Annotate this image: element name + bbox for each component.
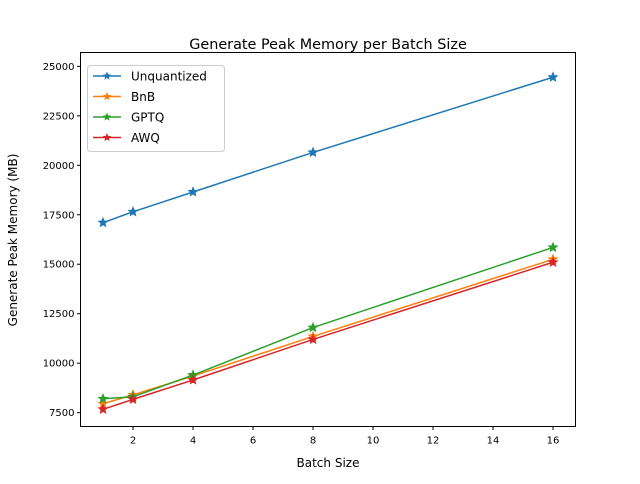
legend-label: GPTQ <box>131 111 164 125</box>
data-point <box>547 71 559 82</box>
data-point <box>547 256 559 267</box>
x-tick-label: 8 <box>310 436 316 447</box>
x-tick-label: 16 <box>547 436 560 447</box>
data-point <box>127 205 139 217</box>
legend-item: Unquantized <box>93 70 207 84</box>
series-awq <box>97 256 559 414</box>
data-point <box>307 333 319 345</box>
x-tick-label: 2 <box>130 436 136 447</box>
y-tick-label: 7500 <box>49 408 74 419</box>
plot-frame <box>80 52 576 427</box>
data-point <box>97 216 109 228</box>
legend-item: AWQ <box>93 131 160 145</box>
data-point <box>187 374 199 385</box>
y-tick-label: 15000 <box>43 260 75 271</box>
y-tick-label: 10000 <box>43 359 75 370</box>
series-gptq <box>97 241 559 404</box>
data-point <box>97 392 109 404</box>
data-point <box>547 241 559 253</box>
legend-marker <box>102 71 112 80</box>
x-axis-label: Batch Size <box>297 456 360 470</box>
data-point <box>307 321 319 333</box>
x-tick-label: 10 <box>367 436 380 447</box>
series-line <box>102 261 554 410</box>
legend-marker <box>102 92 112 101</box>
series-line <box>102 258 554 405</box>
data-point <box>97 403 109 414</box>
legend-label: AWQ <box>131 131 160 145</box>
legend-box <box>87 65 225 152</box>
y-tick-label: 22500 <box>43 111 75 122</box>
y-tick-label: 25000 <box>43 62 75 73</box>
y-axis-label: Generate Peak Memory (MB) <box>6 154 20 327</box>
y-tick-label: 12500 <box>43 309 75 320</box>
data-point <box>127 393 139 405</box>
data-point <box>187 186 199 197</box>
data-point <box>307 146 319 158</box>
legend-marker <box>102 133 112 142</box>
series-line <box>102 246 554 400</box>
y-tick-label: 17500 <box>43 210 75 221</box>
legend-label: BnB <box>131 90 155 104</box>
x-tick-label: 4 <box>190 436 196 447</box>
y-tick-label: 20000 <box>43 161 75 172</box>
legend-item: GPTQ <box>93 111 164 125</box>
legend-label: Unquantized <box>131 70 207 84</box>
x-tick-label: 6 <box>250 436 256 447</box>
legend: Unquantized BnB GPTQ AWQ <box>87 65 225 152</box>
x-tick-label: 12 <box>427 436 440 447</box>
series-unquantized <box>97 71 559 228</box>
chart-title: Generate Peak Memory per Batch Size <box>189 37 467 53</box>
legend-marker <box>102 112 112 121</box>
x-tick-label: 14 <box>487 436 500 447</box>
legend-item: BnB <box>93 90 155 104</box>
